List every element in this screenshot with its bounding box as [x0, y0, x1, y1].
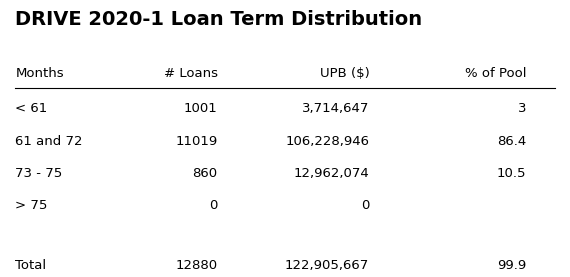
Text: % of Pool: % of Pool: [465, 67, 527, 80]
Text: 73 - 75: 73 - 75: [15, 167, 63, 180]
Text: 122,905,667: 122,905,667: [285, 259, 369, 272]
Text: 86.4: 86.4: [497, 135, 527, 148]
Text: 61 and 72: 61 and 72: [15, 135, 83, 148]
Text: < 61: < 61: [15, 102, 48, 115]
Text: UPB ($): UPB ($): [320, 67, 369, 80]
Text: 1001: 1001: [184, 102, 218, 115]
Text: 12880: 12880: [176, 259, 218, 272]
Text: 860: 860: [193, 167, 218, 180]
Text: # Loans: # Loans: [164, 67, 218, 80]
Text: 10.5: 10.5: [497, 167, 527, 180]
Text: 3,714,647: 3,714,647: [302, 102, 369, 115]
Text: Months: Months: [15, 67, 64, 80]
Text: > 75: > 75: [15, 199, 48, 212]
Text: Total: Total: [15, 259, 47, 272]
Text: 0: 0: [361, 199, 369, 212]
Text: 106,228,946: 106,228,946: [285, 135, 369, 148]
Text: 99.9: 99.9: [497, 259, 527, 272]
Text: 3: 3: [518, 102, 527, 115]
Text: DRIVE 2020-1 Loan Term Distribution: DRIVE 2020-1 Loan Term Distribution: [15, 11, 422, 29]
Text: 12,962,074: 12,962,074: [294, 167, 369, 180]
Text: 11019: 11019: [176, 135, 218, 148]
Text: 0: 0: [209, 199, 218, 212]
